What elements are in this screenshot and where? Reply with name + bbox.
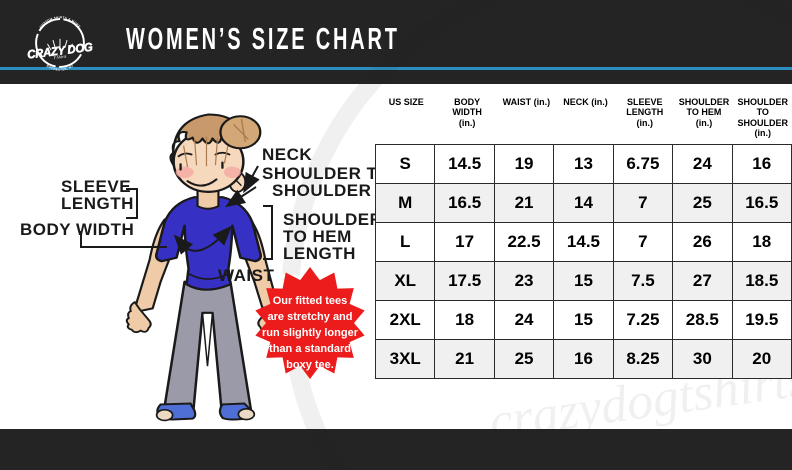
svg-text:LENGTH: LENGTH <box>283 244 356 263</box>
svg-text:NECK: NECK <box>262 145 312 164</box>
svg-text:run slightly longer: run slightly longer <box>262 327 359 339</box>
svg-text:Our fitted tees: Our fitted tees <box>273 295 348 307</box>
svg-text:are stretchy and: are stretchy and <box>268 311 353 323</box>
svg-text:LENGTH: LENGTH <box>61 194 134 213</box>
svg-text:than a standard: than a standard <box>269 343 351 355</box>
svg-text:SHOULDER: SHOULDER <box>272 181 371 200</box>
svg-text:WAIST: WAIST <box>218 266 274 285</box>
svg-text:BODY WIDTH: BODY WIDTH <box>20 220 134 239</box>
svg-text:boxy tee.: boxy tee. <box>286 359 334 371</box>
